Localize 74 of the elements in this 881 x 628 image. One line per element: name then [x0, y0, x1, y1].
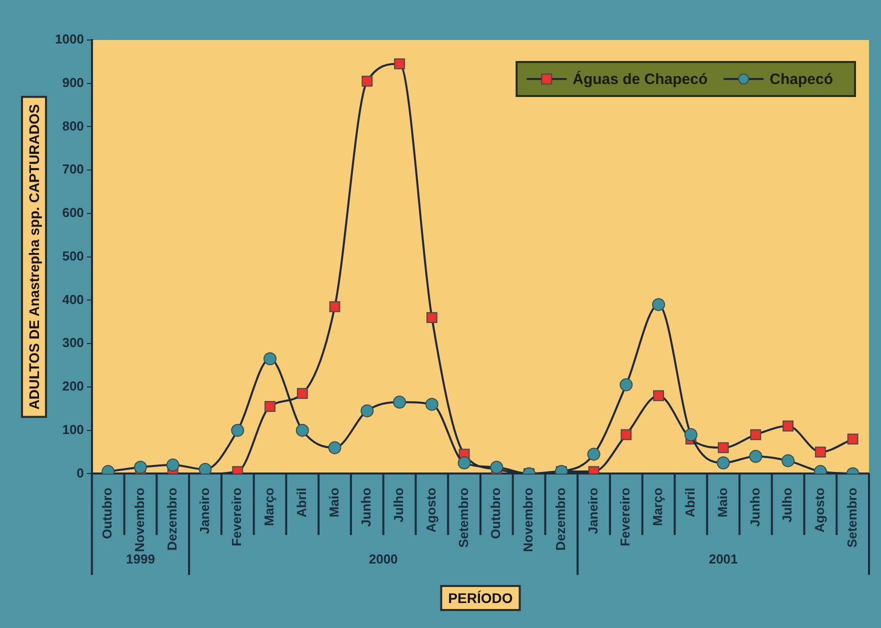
x-tick-label: Maio — [326, 488, 342, 518]
x-tick-label: Março — [262, 488, 277, 526]
x-tick-label: Outubro — [488, 488, 504, 539]
y-tick-label: 100 — [62, 422, 84, 437]
y-tick-label: 1000 — [55, 32, 84, 47]
point — [718, 442, 729, 454]
x-tick-label: Junho — [747, 488, 762, 527]
point — [490, 460, 504, 474]
point — [328, 441, 342, 454]
y-tick-label: 700 — [62, 162, 84, 177]
x-tick-label: Maio — [714, 488, 730, 518]
y-tick-label: 400 — [62, 292, 84, 307]
x-tick-label: Novembro — [520, 488, 536, 552]
x-tick-label: Dezembro — [164, 488, 180, 551]
y-tick-label: 500 — [62, 248, 84, 264]
x-tick-label: Dezembro — [552, 488, 568, 551]
point — [329, 301, 340, 312]
point — [620, 429, 632, 440]
x-tick-label: Fevereiro — [229, 488, 244, 546]
point — [814, 446, 826, 458]
x-tick-label: Agosto — [812, 488, 828, 532]
point — [684, 428, 698, 442]
point — [587, 448, 600, 461]
y-tick-label: 800 — [62, 118, 84, 134]
y-tick-label: 300 — [62, 335, 84, 350]
legend-label: Chapecó — [770, 71, 834, 88]
point — [458, 456, 471, 470]
x-tick-label: Janeiro — [585, 488, 600, 534]
point — [652, 298, 666, 312]
point — [750, 429, 762, 440]
point — [296, 424, 309, 437]
point — [134, 460, 147, 474]
x-tick-label: Agosto — [423, 488, 438, 532]
x-tick-label: Setembro — [844, 488, 860, 548]
point — [231, 424, 244, 437]
point — [360, 404, 374, 418]
point — [426, 312, 438, 324]
text: 2000 — [368, 552, 398, 567]
x-tick-label: Setembro — [456, 488, 471, 548]
point — [296, 388, 308, 399]
x-axis-title: PERÍODO — [448, 590, 513, 606]
y-tick-label: 900 — [62, 74, 84, 90]
point — [198, 462, 212, 474]
point — [620, 378, 633, 392]
x-tick-label: Abril — [294, 488, 309, 518]
point — [782, 454, 795, 468]
legend-label: Águas de Chapecó — [572, 70, 708, 88]
point — [264, 401, 276, 412]
point — [393, 396, 406, 409]
x-tick-label: Março — [650, 488, 666, 526]
x-tick-label: Fevereiro — [618, 488, 633, 546]
point — [847, 434, 858, 444]
point — [166, 458, 180, 472]
x-tick-label: Outubro — [100, 488, 115, 539]
text: 2001 — [708, 552, 738, 567]
text: 1999 — [126, 552, 155, 567]
point — [782, 420, 794, 432]
point — [394, 58, 405, 70]
x-tick-label: Julho — [391, 488, 406, 522]
point — [716, 456, 730, 470]
y-tick-label: 200 — [62, 378, 84, 394]
x-tick-label: Abril — [682, 488, 698, 518]
x-tick-label: Junho — [358, 488, 374, 527]
x-tick-label: Novembro — [132, 488, 148, 552]
x-tick-label: Janeiro — [196, 488, 212, 534]
y-tick-label: 600 — [62, 205, 84, 220]
point — [749, 450, 762, 463]
y-axis-title: ADULTOS DE Anastrepha spp. CAPTURADOS — [26, 104, 42, 410]
point — [264, 352, 276, 366]
y-tick-label: 0 — [76, 465, 84, 480]
point — [362, 76, 373, 87]
x-tick-label: Julho — [780, 488, 795, 522]
point — [653, 390, 664, 402]
point — [425, 398, 438, 411]
